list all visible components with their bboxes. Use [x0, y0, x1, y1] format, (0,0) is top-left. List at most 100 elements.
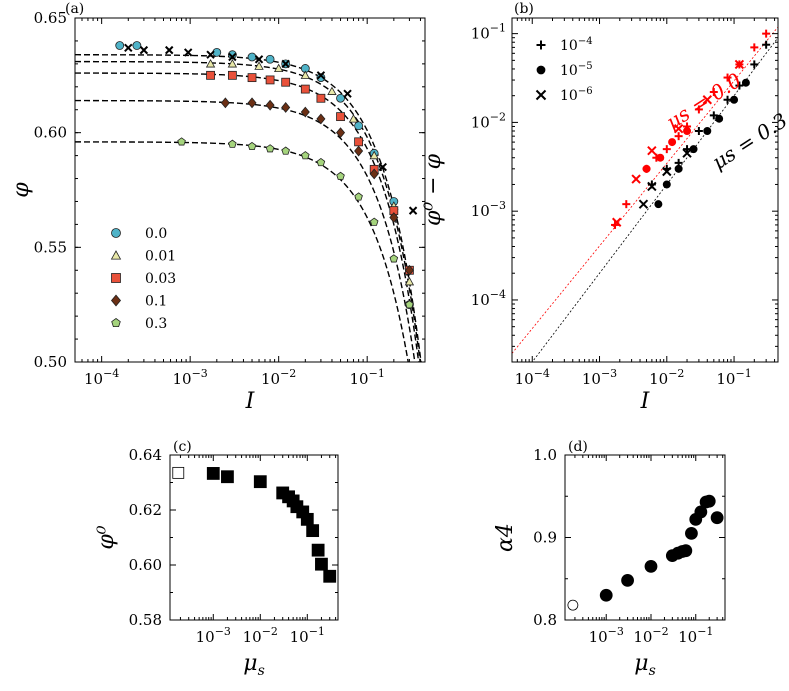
point-x-b: [631, 174, 641, 184]
point-square: [281, 77, 291, 87]
panel-d-point: [621, 574, 634, 587]
point-plus: [694, 127, 703, 136]
legend-label: 0.01: [145, 249, 176, 265]
legend-marker: [535, 89, 547, 101]
panel-c: 10−3 10−2 10−1 0.58 0.60 0.62 0.64 (c) μs φ⁰: [94, 439, 339, 679]
point-circle: [336, 93, 345, 103]
point-x-b: [254, 55, 264, 64]
point-circle: [316, 73, 326, 83]
point-circle: [654, 200, 663, 209]
panel-b-xtick-label: 10−4: [515, 367, 550, 388]
point-x-b: [228, 52, 237, 62]
legend-label: 10−4: [560, 36, 593, 54]
panel-c-ytick-label: 0.62: [129, 501, 162, 519]
point-square: [336, 112, 345, 122]
panel-d-xtick-label: 10−3: [589, 625, 624, 646]
point-x-b: [165, 45, 174, 55]
panel-c-xtick-label: 10−3: [196, 625, 231, 646]
point-plus: [723, 73, 732, 82]
point-pentagon: [265, 144, 275, 153]
point-x: [631, 174, 641, 184]
panel-b-xtick-label: 10−1: [716, 367, 751, 388]
point-circle: [730, 95, 739, 104]
legend-marker: [536, 65, 546, 75]
panel-d-point: [644, 559, 658, 573]
point-pentagon: [247, 141, 257, 151]
panel-d-ytick-label: 1.0: [533, 446, 557, 464]
fit-curve: [75, 72, 420, 362]
point-circle: [642, 164, 651, 173]
panel-d-point: [710, 511, 724, 525]
panel-a-xtick-label: 10−2: [261, 367, 296, 388]
point-x: [139, 45, 149, 55]
panel-a-xtick-label: 10−1: [350, 367, 385, 388]
legend-label: 0.3: [145, 316, 167, 332]
panel-d-point: [679, 544, 693, 558]
point-x-b: [281, 59, 290, 69]
panel-c-ytick-label: 0.60: [129, 556, 162, 574]
point-triangle: [327, 86, 337, 95]
point-x: [702, 95, 712, 105]
panel-b-legend: 10−4 10−5 10−6: [535, 36, 593, 104]
point-circle: [662, 180, 671, 189]
point-circle: [668, 138, 677, 147]
point-x-b: [124, 43, 133, 53]
point-triangle: [300, 70, 310, 79]
panel-c-point: [315, 557, 328, 571]
point-x-b: [408, 206, 418, 215]
point-circle: [132, 41, 142, 50]
panel-c-point: [323, 569, 337, 583]
point-x: [254, 55, 264, 64]
panel-a-xtick-label: 10−3: [173, 367, 208, 388]
panel-a-ylabel: φ: [9, 182, 34, 198]
point-diamond: [281, 102, 291, 113]
point-triangle: [369, 150, 379, 160]
point-x: [183, 48, 193, 57]
point-circle: [703, 127, 712, 136]
point-triangle: [404, 276, 415, 286]
point-x-b: [316, 71, 326, 80]
panel-a-xtick-label: 10−4: [84, 367, 119, 388]
panel-b-ytick-label: 10−2: [471, 110, 506, 131]
panel-b-frame: [511, 17, 779, 363]
point-x: [673, 123, 684, 134]
point-x: [638, 199, 649, 209]
panel-b-ytick-label: 10−1: [471, 22, 506, 43]
panel-d-frame: [564, 454, 726, 621]
legend-label: 0.03: [145, 271, 176, 287]
point-pentagon: [389, 254, 399, 263]
panel-c-point: [221, 470, 234, 484]
point-diamond: [336, 127, 346, 139]
legend-marker: [110, 250, 122, 260]
point-x-b: [378, 162, 387, 172]
fit-line: [512, 26, 778, 354]
point-plus: [709, 88, 718, 97]
point-x: [316, 71, 326, 80]
point-x: [611, 217, 622, 227]
panel-d-ytick-label: 0.9: [533, 529, 557, 547]
point-circle: [115, 41, 125, 50]
point-diamond: [220, 97, 230, 109]
fit-curve: [75, 141, 409, 362]
point-triangle: [205, 59, 216, 68]
panel-d-label: (d): [568, 439, 588, 455]
point-plus: [735, 81, 744, 90]
panel-a-ytick-label: 0.55: [34, 238, 67, 256]
point-x: [682, 148, 692, 158]
point-plus: [762, 40, 771, 49]
point-x-b: [702, 95, 712, 105]
point-plus: [622, 200, 631, 209]
panel-d: 10−3 10−2 10−1 0.8 0.9 1.0 (d) μs α4: [493, 439, 726, 679]
point-x-b: [673, 123, 684, 134]
point-x: [378, 162, 387, 172]
legend-marker-b: [535, 89, 547, 101]
point-plus: [662, 145, 671, 154]
panel-a-ytick-label: 0.50: [34, 353, 67, 371]
point-pentagon: [228, 139, 237, 148]
point-triangle: [273, 63, 284, 73]
point-triangle: [348, 114, 359, 123]
panel-a-label: (a): [65, 1, 84, 17]
point-x-b: [611, 217, 622, 227]
point-square: [227, 70, 237, 80]
